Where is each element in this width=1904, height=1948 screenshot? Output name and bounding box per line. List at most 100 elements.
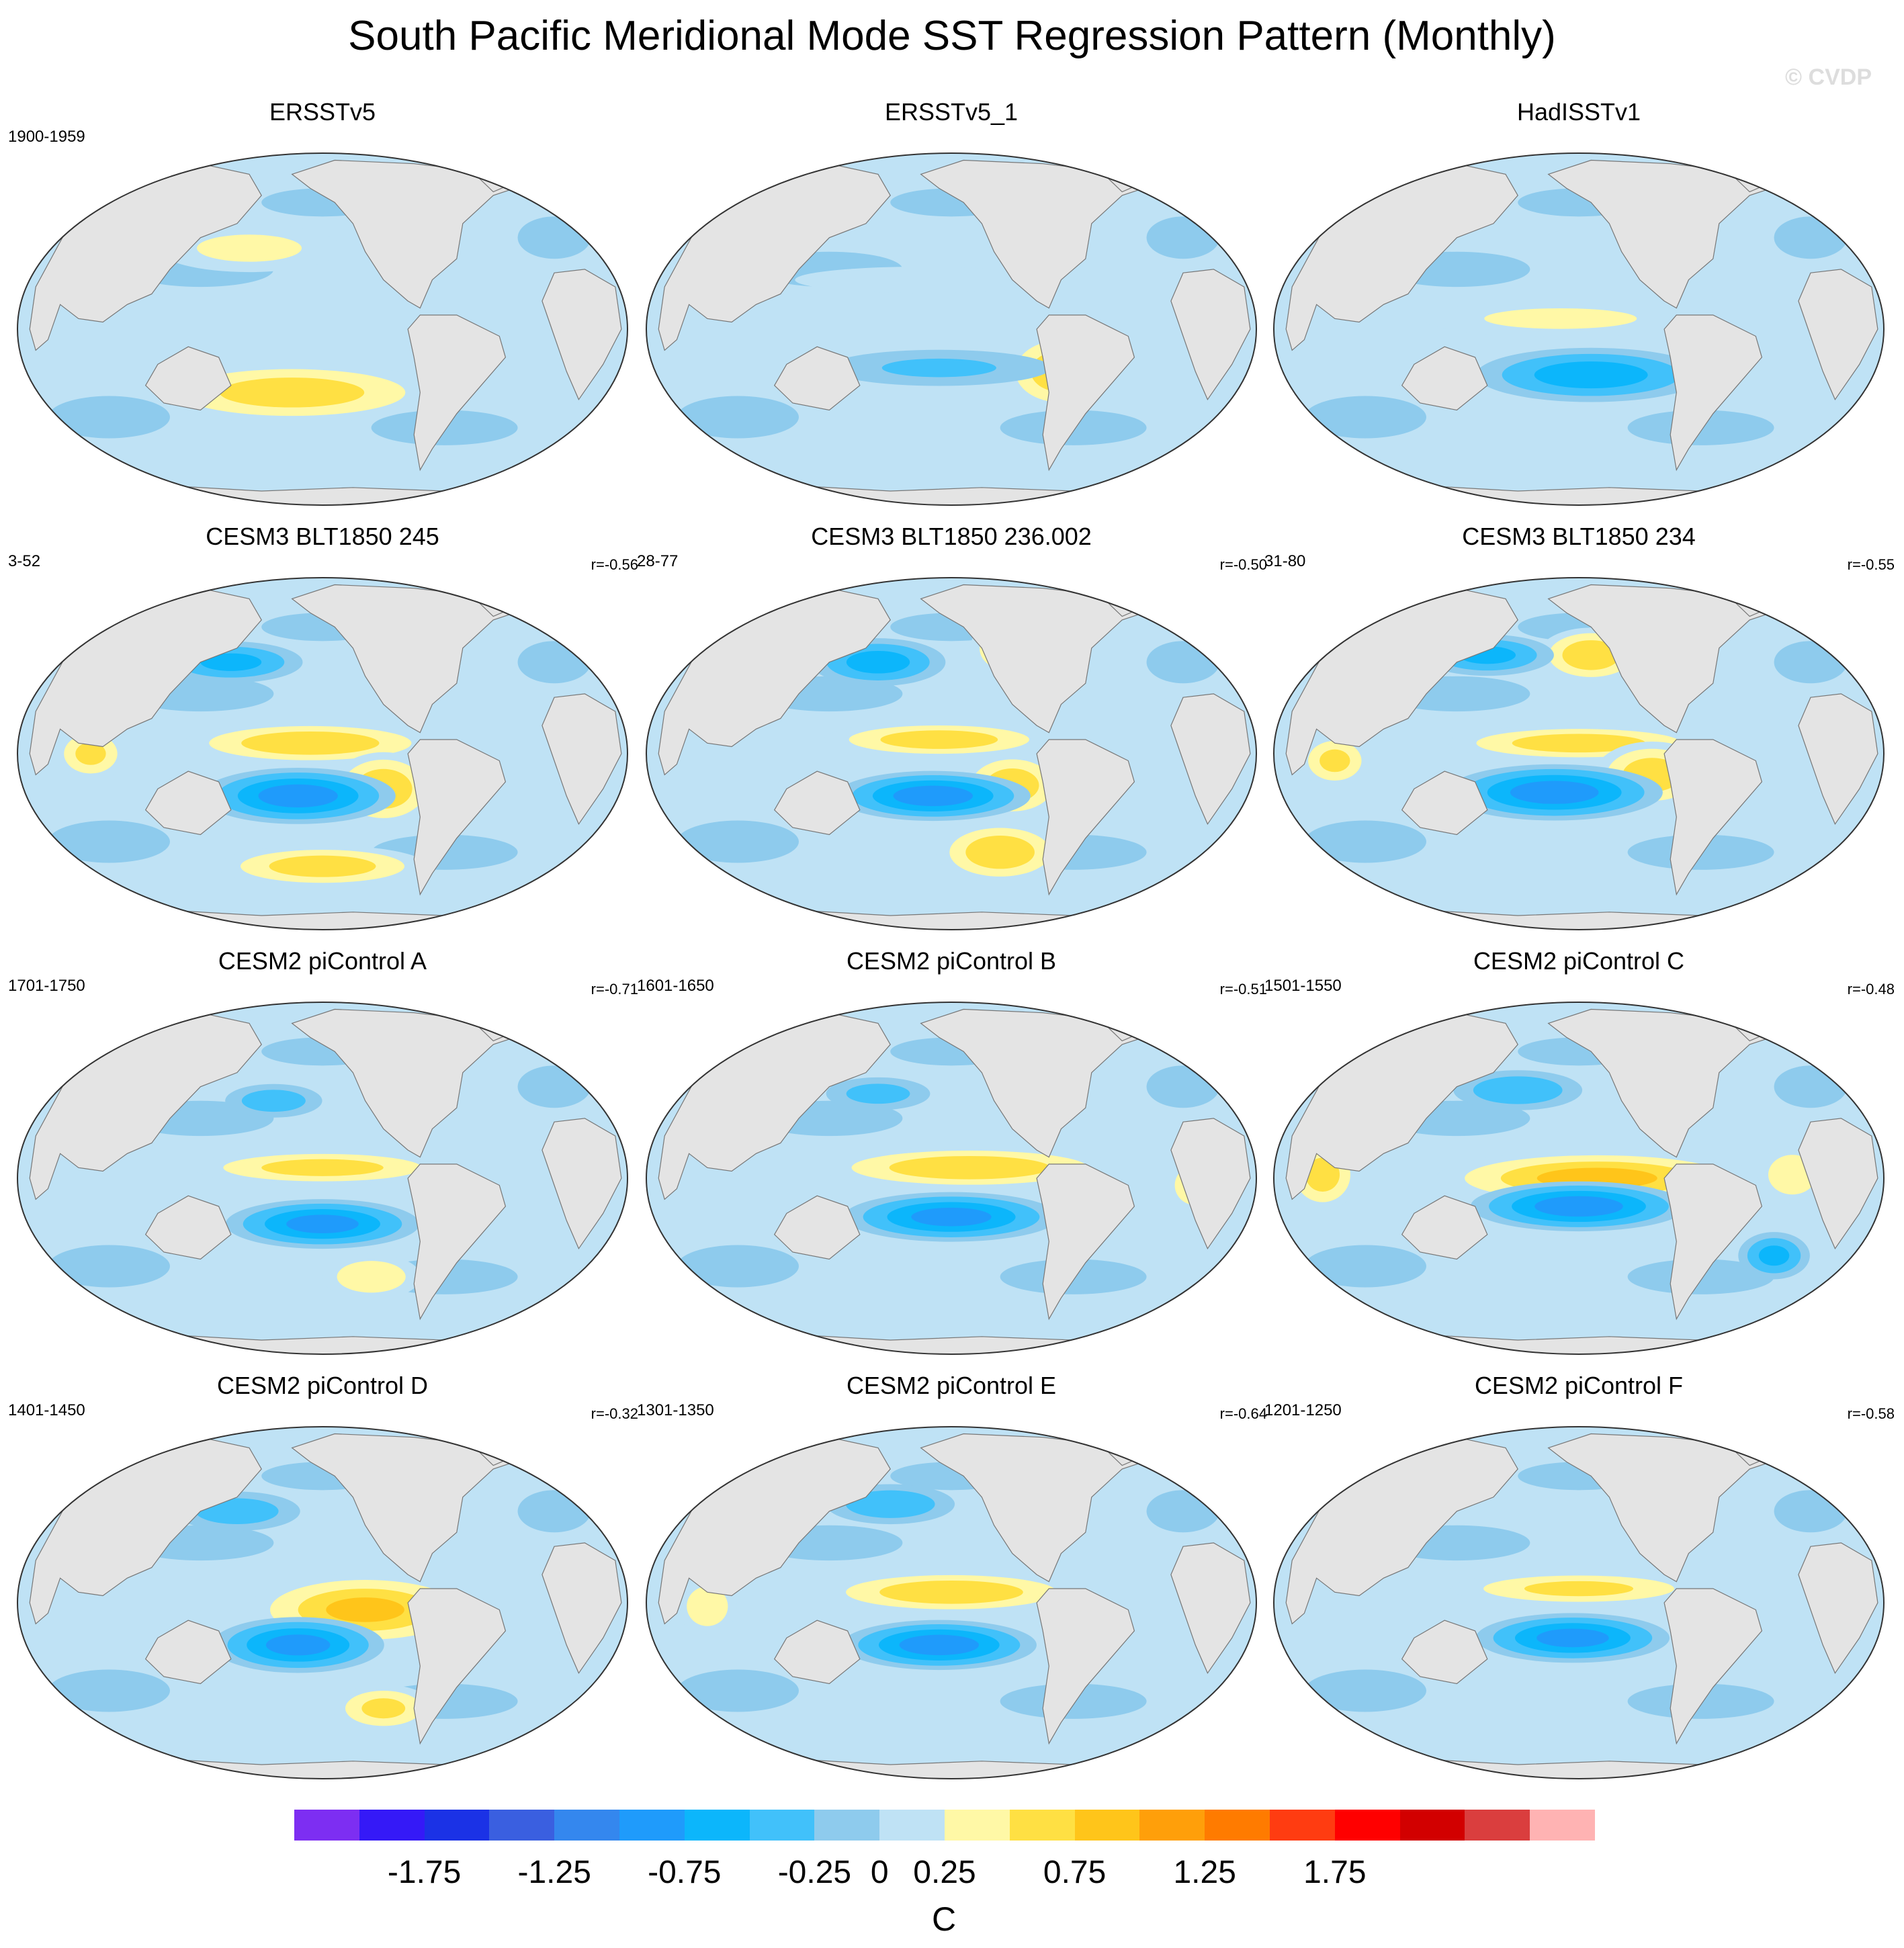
panel-title: HadISSTv1: [1516, 98, 1641, 126]
colorbar-swatch: [1009, 1810, 1076, 1841]
anomaly-contour-warm: [687, 1586, 728, 1626]
map-plot: [646, 1426, 1257, 1779]
panel-years-label: 1701-1750: [8, 977, 85, 995]
map-plot: [17, 1002, 628, 1355]
anomaly-contour-cool: [1146, 641, 1220, 684]
anomaly-contour-warm: [337, 1261, 406, 1293]
colorbar-swatch: [1334, 1810, 1401, 1841]
continent-australia: [144, 346, 232, 411]
panel-years-label: 1401-1450: [8, 1401, 85, 1419]
anomaly-contour-cold: [265, 1634, 331, 1656]
panel-pattern-correlation: r=-0.71: [591, 981, 638, 998]
anomaly-contour-cold: [1758, 1245, 1790, 1266]
continent-australia: [144, 1195, 232, 1260]
anomaly-contour-warm: [795, 267, 1047, 294]
anomaly-contour-cool: [677, 820, 799, 863]
continent-africa: [1798, 1118, 1878, 1250]
continent-australia: [1401, 1620, 1488, 1685]
anomaly-contour-warm: [269, 855, 376, 877]
panel-title: CESM3 BLT1850 236.002: [811, 523, 1092, 550]
continent-southAmerica: [1663, 739, 1763, 896]
colorbar-swatch: [489, 1810, 555, 1841]
panel-pattern-correlation: r=-0.58: [1847, 1405, 1895, 1422]
continent-southAmerica: [1663, 1163, 1763, 1321]
anomaly-contour-warm: [326, 1597, 404, 1622]
continent-australia: [1401, 1195, 1488, 1260]
anomaly-contour-cold: [1534, 361, 1648, 389]
panel-pattern-correlation: r=-0.55: [1847, 556, 1895, 573]
panel-years-label: 28-77: [637, 552, 679, 570]
panel-pattern-correlation: r=-0.56: [591, 556, 638, 573]
anomaly-contour-cool: [1774, 1065, 1848, 1108]
continent-africa: [542, 1542, 622, 1675]
anomaly-contour-cool: [1146, 1065, 1220, 1108]
panel-years-label: 1301-1350: [637, 1401, 714, 1419]
anomaly-contour-cold: [899, 1634, 980, 1656]
anomaly-contour-cool: [1304, 1669, 1426, 1712]
anomaly-contour-cold: [200, 653, 262, 671]
continent-southAmerica: [407, 739, 507, 896]
anomaly-contour-cool: [48, 1669, 170, 1712]
colorbar-units-label: C: [931, 1900, 957, 1938]
anomaly-contour-cold: [911, 1207, 992, 1227]
continent-africa: [1798, 1542, 1878, 1675]
map-panel: CESM2 piControl F 1201-1250 r=-0.58: [1264, 1372, 1895, 1788]
map-plot: [17, 577, 628, 930]
anomaly-contour-cool: [1304, 1245, 1426, 1288]
map-border: [646, 577, 1257, 930]
anomaly-contour-warm: [220, 378, 365, 408]
map-plot: [17, 152, 628, 506]
panel-years-label: 1501-1550: [1264, 977, 1342, 995]
map-panel: ERSSTv5_1: [637, 98, 1266, 515]
continent-africa: [542, 269, 622, 401]
continent-southAmerica: [1663, 1588, 1763, 1745]
panel-title: CESM2 piControl E: [846, 1372, 1057, 1399]
colorbar-swatch: [1465, 1810, 1530, 1841]
continent-southAmerica: [407, 314, 507, 472]
map-border: [646, 1002, 1257, 1355]
colorbar: [294, 1810, 1596, 1841]
anomaly-contour-warm: [965, 836, 1035, 869]
colorbar-swatch: [814, 1810, 880, 1841]
anomaly-contour-cold: [1473, 1076, 1563, 1104]
map-plot: [646, 1002, 1257, 1355]
map-plot: [646, 577, 1257, 930]
panel-title: ERSSTv5: [269, 98, 376, 126]
anomaly-contour-warm: [879, 1580, 1023, 1604]
continent-africa: [1798, 693, 1878, 826]
continent-southAmerica: [1663, 314, 1763, 472]
panel-years-label: 1601-1650: [637, 977, 714, 995]
map-panel: CESM2 piControl D 1401-1450 r=-0.32: [8, 1372, 638, 1788]
continent-africa: [1170, 693, 1251, 826]
anomaly-contour-warm: [880, 730, 998, 749]
colorbar-tick-label: 0.25: [913, 1855, 976, 1890]
map-border: [1273, 1002, 1885, 1355]
anomaly-contour-warm: [261, 1159, 384, 1176]
colorbar-tick-label: -0.25: [777, 1855, 852, 1890]
continent-southAmerica: [1036, 1163, 1135, 1321]
anomaly-contour-cool: [1774, 641, 1848, 684]
anomaly-contour-cold: [893, 785, 973, 807]
anomaly-contour-cold: [846, 650, 910, 674]
panel-pattern-correlation: r=-0.51: [1219, 981, 1267, 998]
anomaly-contour-warm: [1484, 308, 1637, 329]
colorbar-swatch: [945, 1810, 1010, 1841]
colorbar-tick-label: 0.75: [1043, 1855, 1107, 1890]
panel-title: ERSSTv5_1: [884, 98, 1019, 126]
continent-southAmerica: [1036, 739, 1135, 896]
map-border: [1273, 577, 1885, 930]
map-plot: [1273, 1426, 1885, 1779]
panel-title: CESM3 BLT1850 234: [1462, 523, 1696, 550]
colorbar-tick-label: 1.25: [1173, 1855, 1236, 1890]
map-panel: HadISSTv1: [1264, 98, 1893, 515]
continent-africa: [542, 1118, 622, 1250]
map-border: [646, 152, 1257, 506]
anomaly-contour-cool: [1774, 1490, 1848, 1533]
colorbar-swatch: [359, 1810, 425, 1841]
anomaly-contour-cold: [241, 1090, 306, 1112]
colorbar-tick-label: -0.75: [648, 1855, 722, 1890]
colorbar-swatch: [684, 1810, 750, 1841]
continent-australia: [1401, 346, 1488, 411]
cvdp-watermark: © CVDP: [1785, 64, 1872, 90]
continent-australia: [773, 1620, 861, 1685]
